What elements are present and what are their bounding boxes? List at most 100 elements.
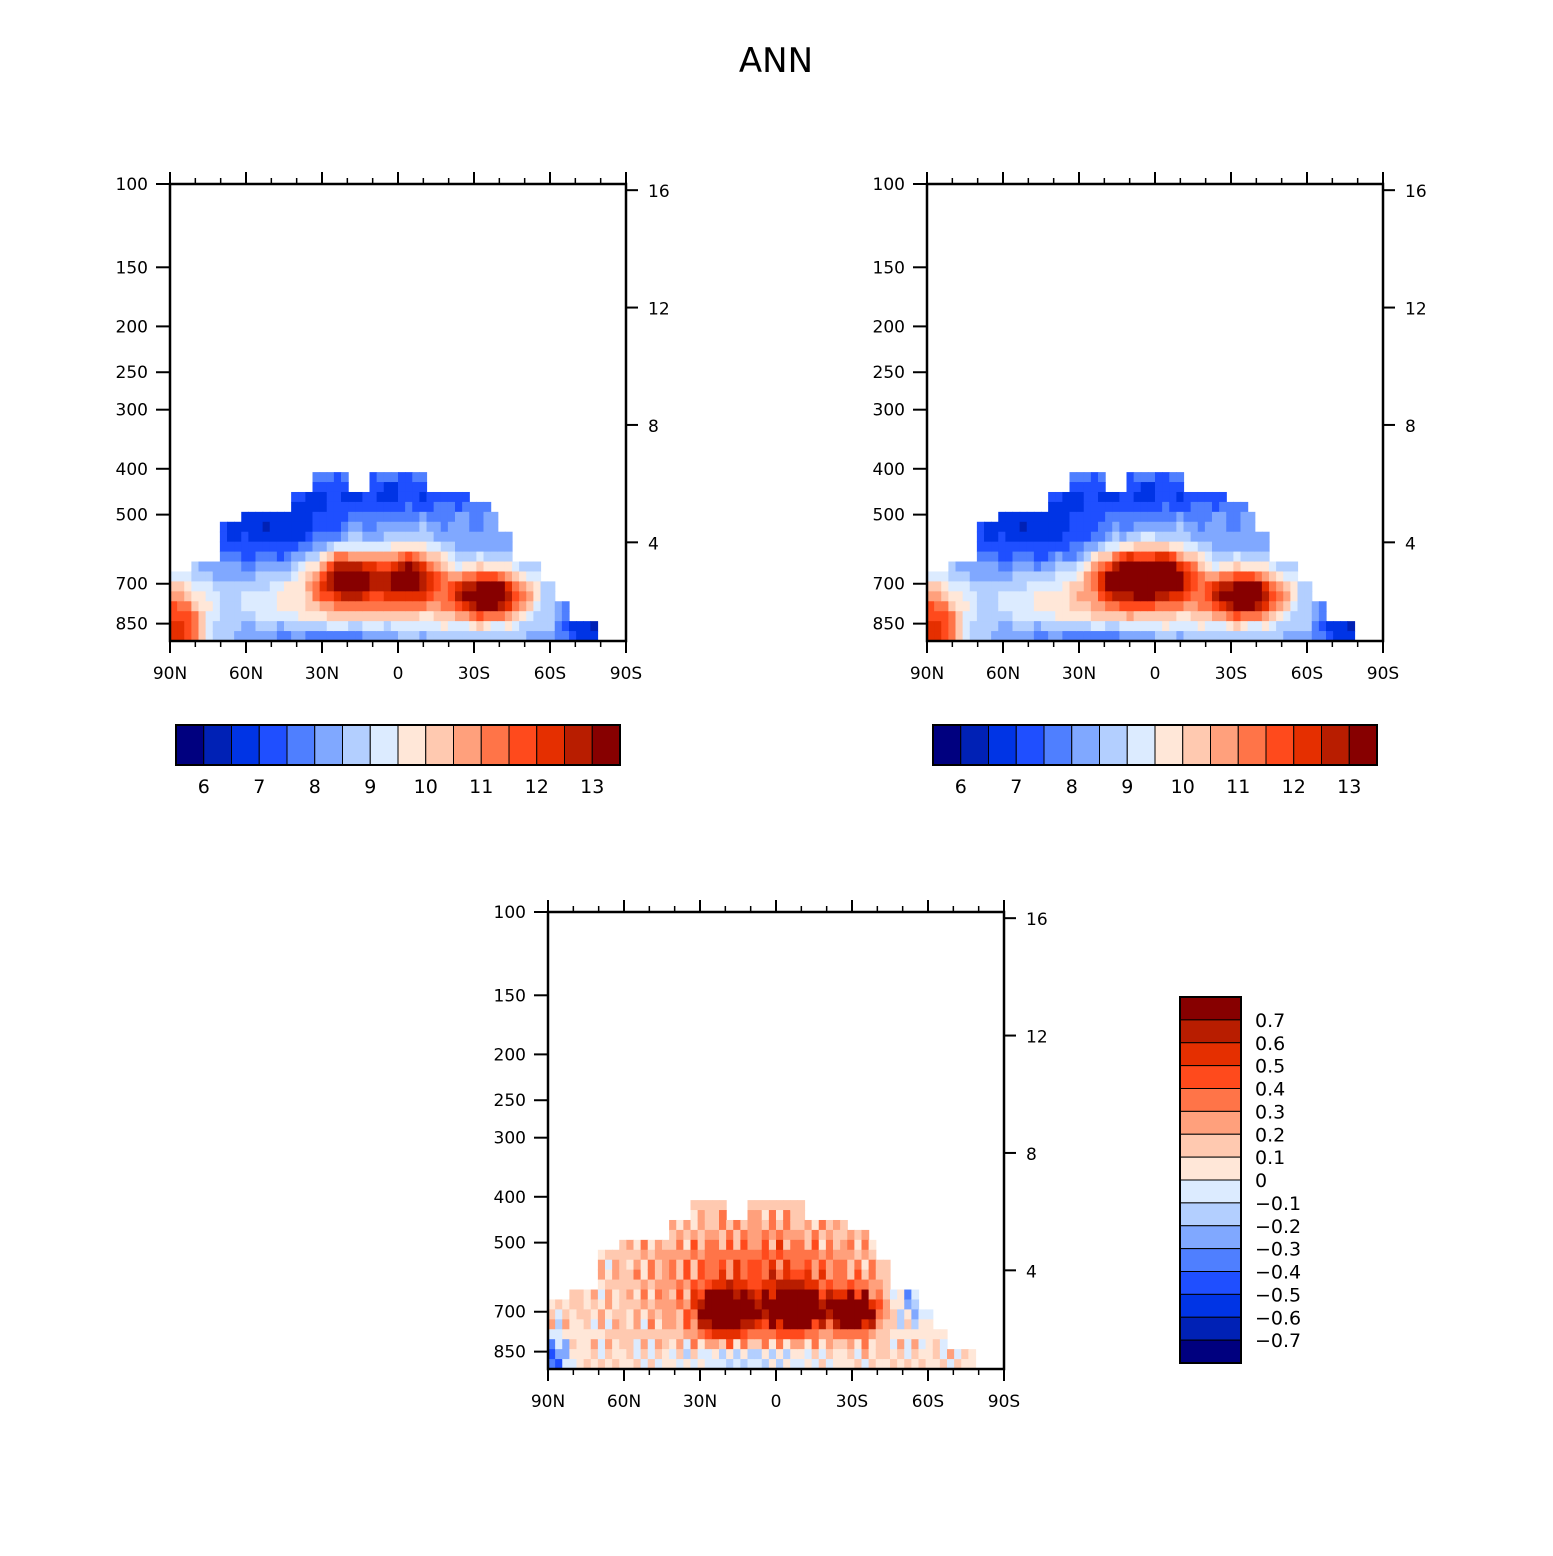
field-cell xyxy=(868,1339,877,1350)
field-cell xyxy=(662,1259,670,1271)
field-cell xyxy=(711,1299,720,1310)
field-cell xyxy=(219,561,228,573)
field-cell xyxy=(690,1319,699,1330)
field-cell xyxy=(847,1349,855,1360)
field-cell xyxy=(726,1319,734,1330)
field-cell xyxy=(561,621,570,632)
field-cell xyxy=(227,531,235,543)
field-cell xyxy=(405,511,413,523)
colorbar-label: 11 xyxy=(469,776,493,798)
field-cell xyxy=(319,482,328,493)
field-cell xyxy=(319,491,328,503)
colorbar-box xyxy=(1348,724,1378,766)
field-cell xyxy=(954,1359,962,1370)
field-cell xyxy=(1083,601,1092,612)
height-tick-label: 4 xyxy=(648,534,659,554)
field-cell xyxy=(562,1329,570,1340)
field-cell xyxy=(1269,621,1277,632)
colorbar-label: 9 xyxy=(364,776,376,798)
field-cell xyxy=(1012,511,1021,523)
field-cell xyxy=(1226,581,1234,592)
field-cell xyxy=(398,511,406,523)
field-cell xyxy=(1055,591,1063,602)
field-cell xyxy=(1261,531,1270,543)
field-cell xyxy=(868,1329,877,1340)
field-cell xyxy=(298,631,306,642)
field-cell xyxy=(533,561,542,573)
colorbar-box xyxy=(203,724,232,766)
field-cell xyxy=(433,601,442,612)
field-cell xyxy=(1147,561,1156,573)
field-cell xyxy=(776,1269,784,1281)
field-cell xyxy=(1333,621,1341,632)
field-cell xyxy=(1062,491,1071,503)
field-cell xyxy=(1019,571,1028,582)
field-cell xyxy=(790,1309,798,1320)
field-cell xyxy=(426,501,435,513)
field-cell xyxy=(897,1309,905,1320)
field-cell xyxy=(1147,601,1156,612)
field-cell xyxy=(462,601,470,612)
field-cell xyxy=(262,591,271,602)
field-cell xyxy=(1197,631,1206,642)
field-cell xyxy=(740,1219,749,1231)
field-cell xyxy=(1233,571,1242,582)
field-cell xyxy=(333,472,342,483)
latitude-tick-label: 90N xyxy=(153,664,187,684)
field-cell xyxy=(355,541,363,553)
field-cell xyxy=(733,1259,741,1271)
field-cell xyxy=(1240,521,1249,533)
field-cell xyxy=(719,1299,727,1310)
field-cell xyxy=(547,591,556,602)
field-cell xyxy=(219,601,228,612)
field-cell xyxy=(1033,621,1042,632)
field-cell xyxy=(825,1219,834,1231)
field-cell xyxy=(840,1269,848,1281)
field-cell xyxy=(419,511,428,523)
field-cell xyxy=(1147,631,1156,642)
field-cell xyxy=(405,491,413,503)
field-cell xyxy=(968,1349,977,1360)
field-cell xyxy=(376,511,385,523)
field-cell xyxy=(305,521,314,533)
field-cell xyxy=(1119,581,1128,592)
field-cell xyxy=(469,611,477,622)
field-cell xyxy=(469,591,477,602)
field-cell xyxy=(740,1309,749,1320)
colorbar-label: −0.7 xyxy=(1255,1330,1301,1352)
field-cell xyxy=(633,1259,642,1271)
field-cell xyxy=(476,551,485,563)
field-cell xyxy=(840,1259,848,1271)
field-cell xyxy=(447,591,456,602)
field-cell xyxy=(1076,621,1085,632)
field-cell xyxy=(754,1269,763,1281)
field-cell xyxy=(804,1359,813,1370)
field-cell xyxy=(276,531,285,543)
field-cell xyxy=(219,531,228,543)
field-cell xyxy=(390,521,399,533)
field-cell xyxy=(1155,601,1163,612)
height-tick-label: 16 xyxy=(1026,910,1048,930)
field-cell xyxy=(547,621,556,632)
field-cell xyxy=(833,1329,841,1340)
field-cell xyxy=(1269,611,1277,622)
field-cell xyxy=(369,511,378,523)
field-cell xyxy=(205,591,214,602)
field-cell xyxy=(1183,601,1192,612)
field-cell xyxy=(719,1319,727,1330)
field-cell xyxy=(398,621,406,632)
field-cell xyxy=(890,1299,898,1310)
field-cell xyxy=(1254,621,1263,632)
field-cell xyxy=(840,1249,848,1261)
field-cell xyxy=(569,1319,578,1330)
field-cell xyxy=(647,1329,656,1340)
field-cell xyxy=(811,1339,820,1350)
field-cell xyxy=(633,1329,642,1340)
field-cell xyxy=(1233,601,1242,612)
field-cell xyxy=(612,1319,620,1330)
field-cell xyxy=(1012,531,1021,543)
colorbar-label: 11 xyxy=(1226,776,1250,798)
field-cell xyxy=(262,601,271,612)
field-cell xyxy=(548,1349,556,1360)
